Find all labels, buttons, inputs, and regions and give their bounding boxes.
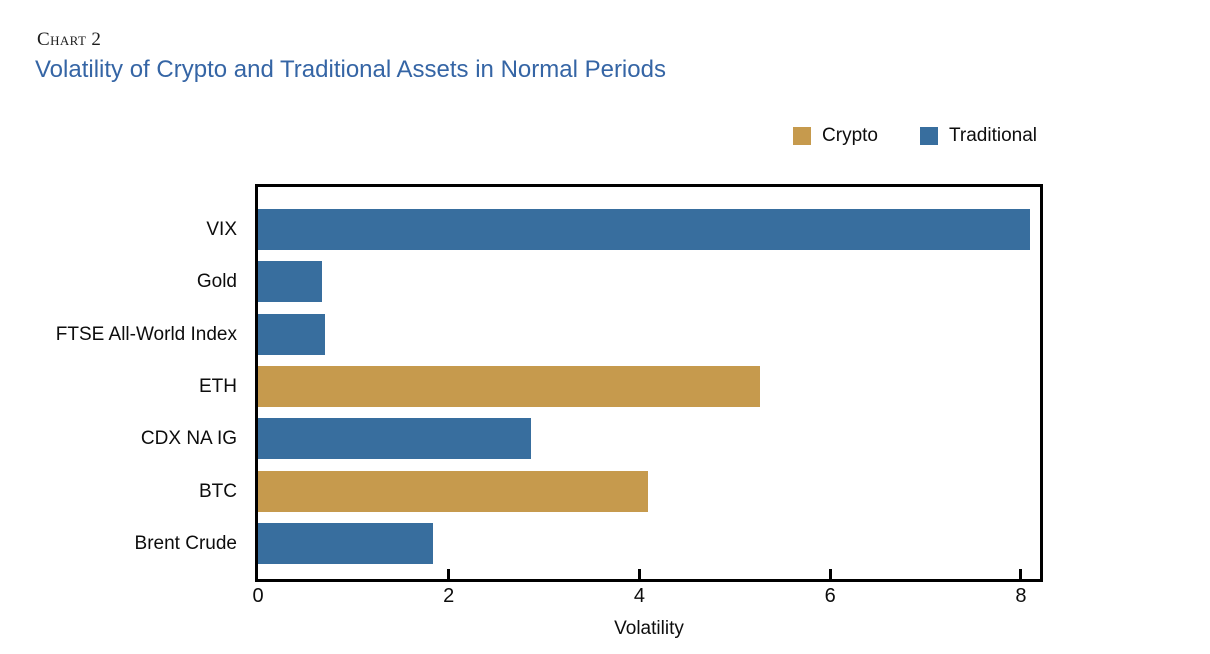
- x-tick-label: 0: [252, 585, 264, 607]
- category-label: VIX: [206, 219, 237, 240]
- legend-item-crypto: Crypto: [793, 125, 878, 147]
- x-tick-label: 6: [824, 585, 836, 607]
- legend-item-traditional: Traditional: [919, 125, 1037, 147]
- bar-cdx-na-ig: [258, 418, 531, 460]
- x-axis-label: Volatility: [614, 618, 684, 639]
- category-label: ETH: [199, 375, 237, 397]
- y-labels: VIX Gold FTSE All-World Index ETH CDX NA IG B…: [0, 187, 247, 579]
- traditional-swatch-icon: [919, 127, 938, 145]
- plot-area: [258, 187, 1040, 579]
- x-tick-label: 2: [443, 585, 455, 607]
- bar-btc: [258, 470, 649, 512]
- category-label: CDX NA IG: [140, 428, 237, 450]
- x-tick-mark: [1019, 569, 1023, 579]
- bar-ftse-all-world-index: [258, 313, 325, 355]
- bar-vix: [258, 209, 1031, 250]
- legend-label-traditional: Traditional: [948, 125, 1037, 146]
- bar-gold: [258, 261, 322, 303]
- category-label: Gold: [196, 271, 237, 293]
- category-label: BTC: [199, 480, 237, 502]
- legend: Crypto Traditional: [793, 125, 1037, 147]
- chart-eyebrow: Chart 2: [37, 29, 102, 50]
- x-tick-mark: [447, 569, 451, 579]
- x-ticks: 0 2 4 6 8: [252, 585, 1040, 611]
- plot-frame: [255, 184, 1043, 582]
- x-tick-mark: [637, 569, 641, 579]
- legend-label-crypto: Crypto: [822, 125, 878, 146]
- bar-eth: [258, 365, 760, 407]
- category-label: Brent Crude: [134, 532, 237, 554]
- x-tick-label: 4: [633, 585, 646, 607]
- category-label: FTSE All-World Index: [55, 323, 237, 345]
- crypto-swatch-icon: [793, 127, 812, 145]
- x-tick-label: 8: [1015, 585, 1027, 607]
- chart-title: Volatility of Crypto and Traditional Ass…: [35, 56, 666, 83]
- bar-brent-crude: [258, 522, 434, 564]
- x-tick-mark: [828, 569, 832, 579]
